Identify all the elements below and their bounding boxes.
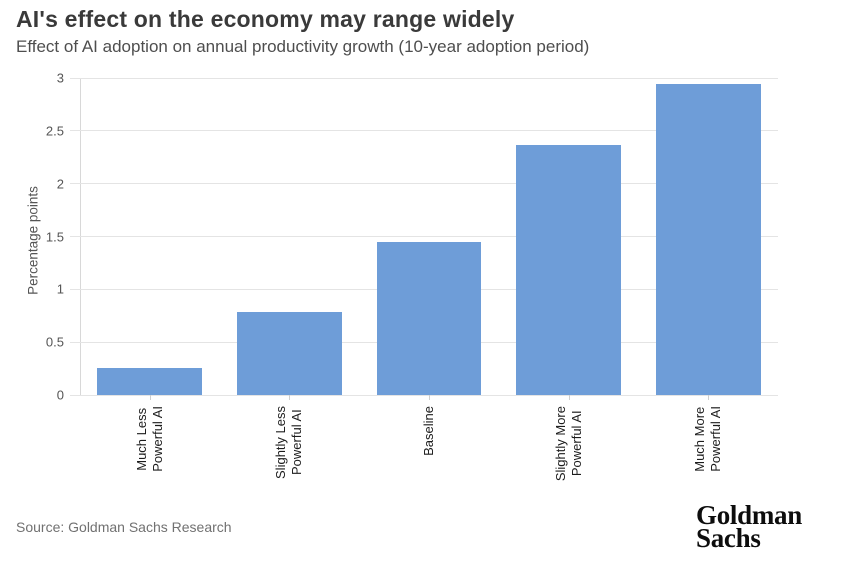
gridline (70, 130, 778, 132)
x-axis-label: Baseline (421, 406, 436, 456)
y-tick-label: 2 (56, 176, 64, 192)
y-tick-label: 3 (56, 70, 64, 86)
gridline (70, 77, 778, 79)
x-tick (568, 395, 570, 400)
gridline (70, 236, 778, 237)
gridline (70, 394, 778, 396)
logo-line-2: Sachs (696, 523, 761, 553)
x-tick (429, 395, 430, 400)
bar (237, 311, 342, 395)
bar (376, 241, 482, 395)
y-tick-label: 0.5 (45, 334, 64, 350)
x-axis-label: Slightly Less Powerful AI (273, 406, 305, 479)
y-tick-label: 2.5 (45, 123, 64, 139)
y-tick-label: 1 (56, 281, 64, 297)
goldman-sachs-logo: Goldman Sachs (696, 500, 802, 553)
source-note: Source: Goldman Sachs Research (16, 519, 232, 535)
x-axis-label: Much Less Powerful AI (133, 406, 165, 472)
x-axis-label: Much More Powerful AI (692, 406, 724, 472)
logo-line-1: Goldman (696, 500, 802, 530)
y-tick-label: 1.5 (45, 229, 64, 244)
bar (97, 367, 203, 395)
chart-subtitle: Effect of AI adoption on annual producti… (16, 37, 590, 56)
x-tick (708, 395, 710, 400)
y-tick-label: 0 (56, 387, 64, 403)
x-tick (149, 395, 151, 400)
x-axis-label: Slightly More Powerful AI (552, 406, 584, 482)
chart-title: AI's effect on the economy may range wid… (16, 6, 515, 32)
bar (516, 144, 621, 395)
bar (655, 84, 761, 395)
y-axis-line (80, 78, 81, 396)
x-tick (289, 395, 291, 400)
gridline (70, 183, 778, 185)
